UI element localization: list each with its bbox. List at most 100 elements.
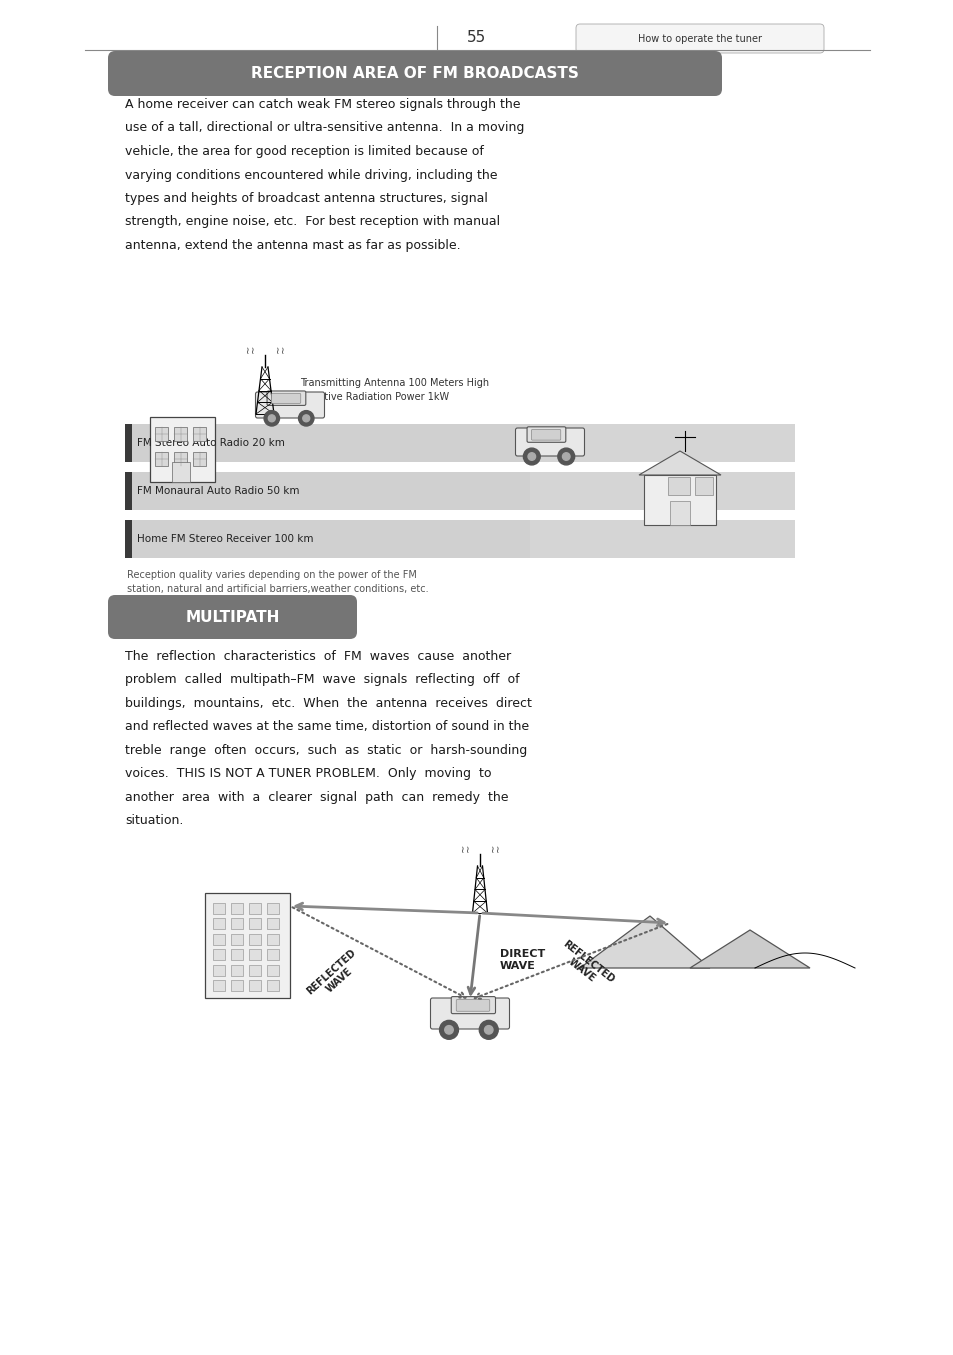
FancyBboxPatch shape: [108, 51, 721, 96]
FancyBboxPatch shape: [430, 999, 509, 1028]
Bar: [193, 453, 206, 466]
Bar: [132, 472, 529, 509]
FancyBboxPatch shape: [515, 428, 584, 457]
Bar: [249, 902, 261, 915]
Bar: [643, 476, 716, 524]
Bar: [267, 965, 278, 976]
Bar: [132, 520, 529, 558]
Text: $\wr\wr$: $\wr\wr$: [245, 346, 254, 356]
Bar: [125, 424, 132, 462]
FancyBboxPatch shape: [526, 427, 565, 442]
Polygon shape: [639, 451, 720, 476]
Bar: [231, 981, 243, 992]
Bar: [213, 934, 225, 944]
Bar: [249, 919, 261, 930]
Circle shape: [264, 411, 279, 425]
Bar: [213, 981, 225, 992]
Bar: [667, 477, 689, 495]
Text: How to operate the tuner: How to operate the tuner: [638, 34, 761, 43]
Circle shape: [268, 415, 275, 421]
Text: $\wr\wr$: $\wr\wr$: [490, 844, 499, 855]
Bar: [125, 472, 794, 509]
Text: voices.  THIS IS NOT A TUNER PROBLEM.  Only  moving  to: voices. THIS IS NOT A TUNER PROBLEM. Onl…: [125, 767, 491, 780]
Text: vehicle, the area for good reception is limited because of: vehicle, the area for good reception is …: [125, 145, 483, 159]
Bar: [125, 424, 794, 462]
Text: REFLECTED
WAVE: REFLECTED WAVE: [554, 938, 616, 993]
Bar: [267, 919, 278, 930]
Text: types and heights of broadcast antenna structures, signal: types and heights of broadcast antenna s…: [125, 192, 487, 205]
Text: buildings,  mountains,  etc.  When  the  antenna  receives  direct: buildings, mountains, etc. When the ante…: [125, 696, 532, 710]
Text: Home FM Stereo Receiver 100 km: Home FM Stereo Receiver 100 km: [137, 534, 314, 543]
FancyBboxPatch shape: [576, 24, 823, 53]
Bar: [154, 427, 168, 440]
Text: antenna, extend the antenna mast as far as possible.: antenna, extend the antenna mast as far …: [125, 238, 460, 252]
Text: strength, engine noise, etc.  For best reception with manual: strength, engine noise, etc. For best re…: [125, 215, 499, 229]
Bar: [213, 965, 225, 976]
Text: DIRECT
WAVE: DIRECT WAVE: [499, 950, 545, 970]
Bar: [267, 981, 278, 992]
Text: Transmitting Antenna 100 Meters High
Effective Radiation Power 1kW: Transmitting Antenna 100 Meters High Eff…: [299, 378, 489, 402]
Bar: [213, 902, 225, 915]
Bar: [154, 453, 168, 466]
FancyBboxPatch shape: [456, 1000, 489, 1011]
Bar: [125, 472, 132, 509]
Bar: [249, 981, 261, 992]
Bar: [249, 950, 261, 961]
Text: problem  called  multipath–FM  wave  signals  reflecting  off  of: problem called multipath–FM wave signals…: [125, 673, 519, 687]
Bar: [125, 520, 794, 558]
FancyBboxPatch shape: [255, 392, 324, 417]
Bar: [231, 919, 243, 930]
Bar: [173, 427, 187, 440]
Bar: [267, 902, 278, 915]
FancyBboxPatch shape: [272, 393, 300, 404]
Bar: [669, 501, 689, 524]
Text: FM Stereo Auto Radio 20 km: FM Stereo Auto Radio 20 km: [137, 438, 285, 449]
Circle shape: [523, 449, 539, 465]
Text: and reflected waves at the same time, distortion of sound in the: and reflected waves at the same time, di…: [125, 721, 529, 733]
FancyBboxPatch shape: [451, 997, 495, 1014]
Circle shape: [484, 1026, 493, 1034]
Circle shape: [444, 1026, 453, 1034]
FancyBboxPatch shape: [267, 392, 306, 405]
Bar: [249, 934, 261, 944]
Text: 55: 55: [467, 31, 486, 46]
Text: varying conditions encountered while driving, including the: varying conditions encountered while dri…: [125, 168, 497, 182]
Bar: [150, 417, 214, 482]
Bar: [231, 902, 243, 915]
Bar: [231, 965, 243, 976]
Bar: [249, 965, 261, 976]
Text: The  reflection  characteristics  of  FM  waves  cause  another: The reflection characteristics of FM wav…: [125, 650, 511, 663]
Bar: [267, 934, 278, 944]
Text: A home receiver can catch weak FM stereo signals through the: A home receiver can catch weak FM stereo…: [125, 98, 520, 111]
Bar: [213, 919, 225, 930]
Bar: [172, 462, 190, 482]
Circle shape: [478, 1020, 497, 1039]
Circle shape: [439, 1020, 458, 1039]
Circle shape: [298, 411, 314, 425]
Circle shape: [558, 449, 574, 465]
Text: MULTIPATH: MULTIPATH: [185, 610, 279, 625]
Text: FM Monaural Auto Radio 50 km: FM Monaural Auto Radio 50 km: [137, 486, 299, 496]
Bar: [132, 424, 529, 462]
Text: use of a tall, directional or ultra-sensitive antenna.  In a moving: use of a tall, directional or ultra-sens…: [125, 122, 524, 134]
Bar: [231, 934, 243, 944]
Polygon shape: [689, 930, 809, 967]
Text: another  area  with  a  clearer  signal  path  can  remedy  the: another area with a clearer signal path …: [125, 791, 508, 804]
Bar: [205, 893, 290, 999]
Circle shape: [527, 453, 535, 461]
Text: $\wr\wr$: $\wr\wr$: [459, 844, 470, 855]
Text: situation.: situation.: [125, 814, 183, 828]
Bar: [173, 453, 187, 466]
Text: $\wr\wr$: $\wr\wr$: [274, 346, 285, 356]
FancyBboxPatch shape: [531, 430, 560, 440]
Bar: [695, 477, 712, 495]
Bar: [125, 520, 132, 558]
Bar: [213, 950, 225, 961]
Bar: [267, 950, 278, 961]
Text: RECEPTION AREA OF FM BROADCASTS: RECEPTION AREA OF FM BROADCASTS: [251, 66, 578, 81]
Circle shape: [562, 453, 570, 461]
Polygon shape: [579, 916, 709, 967]
Bar: [231, 950, 243, 961]
Circle shape: [302, 415, 310, 421]
Bar: [193, 427, 206, 440]
